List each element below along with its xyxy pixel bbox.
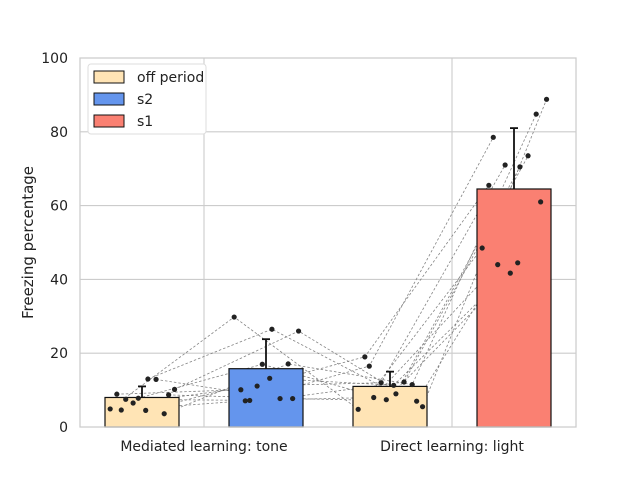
data-point-4-3 <box>502 162 508 168</box>
data-point-11-2 <box>391 382 397 388</box>
data-point-11-1 <box>267 375 273 381</box>
data-point-5-3 <box>533 111 539 117</box>
data-point-8-3 <box>507 270 513 276</box>
data-point-4-2 <box>378 380 384 386</box>
points-layer <box>107 96 550 417</box>
data-point-10-1 <box>242 398 248 404</box>
data-point-0-2 <box>371 394 377 401</box>
subject-line-7 <box>156 155 529 400</box>
x-tick-label-0: Mediated learning: tone <box>120 439 287 455</box>
data-point-6-0 <box>114 391 120 397</box>
data-point-2-3 <box>538 199 544 205</box>
bar-s1-group-1 <box>476 188 552 428</box>
subject-line-8 <box>138 272 511 401</box>
data-point-10-3 <box>490 134 496 140</box>
data-point-3-2 <box>355 406 361 412</box>
data-point-9-0 <box>171 386 178 392</box>
data-point-0-1 <box>247 397 253 404</box>
legend-swatch-0 <box>93 70 125 84</box>
data-point-2-2 <box>414 398 420 404</box>
legend-swatch-2 <box>93 114 125 128</box>
y-tick-label-2: 40 <box>50 272 68 288</box>
y-tick-label-3: 60 <box>50 199 68 215</box>
data-point-1-1 <box>269 326 275 332</box>
error-bars-layer <box>138 127 518 398</box>
data-point-11-0 <box>143 407 149 413</box>
data-point-3-0 <box>107 406 113 412</box>
data-point-6-2 <box>362 354 368 360</box>
data-point-10-2 <box>366 363 372 369</box>
data-point-0-3 <box>495 262 501 268</box>
data-point-3-3 <box>479 245 485 251</box>
data-point-1-2 <box>393 391 399 397</box>
y-axis-label: Freezing percentage <box>19 166 37 319</box>
data-point-8-0 <box>135 395 141 401</box>
data-point-11-3 <box>515 260 521 266</box>
subject-line-1 <box>147 166 521 395</box>
data-point-7-2 <box>401 379 407 385</box>
subject-line-11 <box>145 262 518 411</box>
data-point-1-3 <box>517 164 523 170</box>
data-point-4-1 <box>254 383 260 389</box>
y-tick-label-4: 80 <box>50 125 68 141</box>
subject-line-3 <box>109 247 483 410</box>
data-point-9-1 <box>295 328 302 334</box>
y-tick-label-1: 20 <box>50 346 68 362</box>
data-point-6-3 <box>486 182 492 188</box>
y-tick-label-0: 0 <box>59 420 68 436</box>
data-point-7-3 <box>525 153 531 159</box>
legend-label-1: s2 <box>137 92 153 108</box>
bar-off-period-group-0 <box>104 396 180 428</box>
data-point-9-3 <box>543 96 550 102</box>
data-point-7-0 <box>153 376 159 382</box>
data-point-5-2 <box>409 381 415 388</box>
data-point-10-0 <box>118 407 124 413</box>
bar-off-period-group-1 <box>352 385 428 428</box>
legend-label-2: s1 <box>137 114 153 130</box>
data-point-3-1 <box>231 314 237 320</box>
x-tick-label-1: Direct learning: light <box>380 439 524 455</box>
data-point-4-0 <box>130 400 136 406</box>
data-point-2-1 <box>290 395 296 402</box>
legend: off period s2 s1 <box>87 63 207 135</box>
subject-line-10 <box>121 137 494 411</box>
data-point-5-1 <box>285 361 291 367</box>
subject-line-4 <box>133 164 506 404</box>
data-point-2-0 <box>166 392 172 398</box>
data-point-5-0 <box>161 411 167 417</box>
tick-labels-layer: 0 20 40 60 80 100 Mediated learning: tone Direc… <box>41 51 524 455</box>
subject-line-0 <box>125 264 498 401</box>
data-point-8-2 <box>383 397 389 403</box>
data-point-1-0 <box>145 376 151 382</box>
data-point-0-0 <box>123 396 129 402</box>
legend-label-0: off period <box>137 70 204 86</box>
data-point-6-1 <box>238 387 244 393</box>
y-tick-label-5: 100 <box>41 51 68 67</box>
data-point-8-1 <box>259 361 265 367</box>
legend-swatch-1 <box>93 92 125 106</box>
data-point-7-1 <box>277 395 283 402</box>
plot-frame <box>79 57 577 428</box>
bars-layer <box>104 188 552 428</box>
data-point-9-2 <box>419 404 426 410</box>
